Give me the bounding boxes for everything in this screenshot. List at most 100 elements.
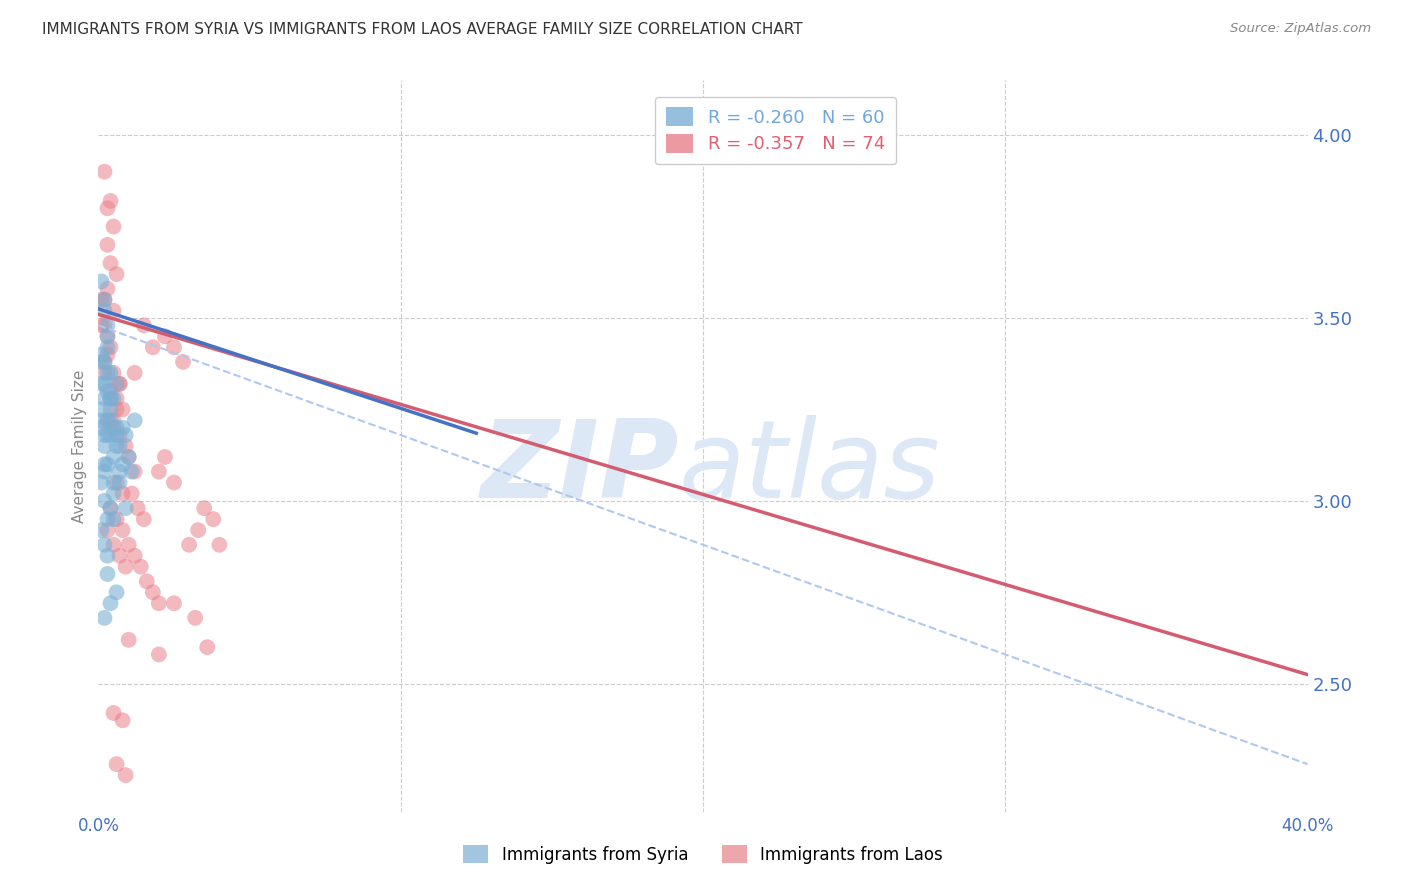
Point [100, 366, 122, 380]
Point [100, 384, 122, 399]
Point [96, 413, 118, 427]
Point [108, 465, 131, 479]
Point [96, 318, 118, 333]
Point [103, 475, 125, 490]
Point [172, 355, 194, 369]
Point [93, 465, 115, 479]
Point [100, 596, 122, 610]
Point [179, 538, 201, 552]
Point [96, 523, 118, 537]
Point [93, 303, 115, 318]
Point [163, 475, 186, 490]
Point [96, 348, 118, 362]
Point [90, 413, 112, 427]
Point [124, 366, 146, 380]
Point [96, 366, 118, 380]
Point [105, 757, 128, 772]
Point [103, 303, 125, 318]
Point [96, 237, 118, 252]
Point [132, 512, 155, 526]
Point [90, 421, 112, 435]
Point [184, 611, 207, 625]
Point [202, 512, 225, 526]
Point [148, 465, 170, 479]
Point [93, 376, 115, 391]
Point [153, 450, 176, 464]
Point [114, 768, 136, 782]
Y-axis label: Average Family Size: Average Family Size [72, 369, 87, 523]
Point [93, 366, 115, 380]
Point [90, 376, 112, 391]
Point [96, 329, 118, 343]
Point [103, 219, 125, 234]
Text: Source: ZipAtlas.com: Source: ZipAtlas.com [1230, 22, 1371, 36]
Point [96, 413, 118, 427]
Point [118, 450, 141, 464]
Point [208, 538, 231, 552]
Point [187, 523, 209, 537]
Point [108, 439, 131, 453]
Point [124, 413, 146, 427]
Point [96, 340, 118, 354]
Point [96, 428, 118, 442]
Point [100, 501, 122, 516]
Point [121, 486, 143, 500]
Point [103, 450, 125, 464]
Point [111, 523, 134, 537]
Point [193, 501, 215, 516]
Point [100, 392, 122, 406]
Legend: Immigrants from Syria, Immigrants from Laos: Immigrants from Syria, Immigrants from L… [457, 838, 949, 871]
Point [100, 413, 122, 427]
Point [100, 501, 122, 516]
Point [93, 538, 115, 552]
Point [105, 392, 128, 406]
Point [103, 392, 125, 406]
Point [163, 596, 186, 610]
Point [100, 402, 122, 417]
Point [127, 501, 149, 516]
Point [90, 355, 112, 369]
Point [93, 494, 115, 508]
Point [93, 392, 115, 406]
Point [111, 421, 134, 435]
Point [90, 318, 112, 333]
Point [108, 376, 131, 391]
Point [195, 640, 218, 655]
Point [100, 194, 122, 208]
Point [93, 428, 115, 442]
Point [105, 421, 128, 435]
Point [111, 402, 134, 417]
Legend: R = -0.260   N = 60, R = -0.357   N = 74: R = -0.260 N = 60, R = -0.357 N = 74 [655, 96, 896, 164]
Point [124, 549, 146, 563]
Point [124, 465, 146, 479]
Point [93, 355, 115, 369]
Point [90, 402, 112, 417]
Point [135, 574, 157, 589]
Point [105, 428, 128, 442]
Point [90, 475, 112, 490]
Point [148, 596, 170, 610]
Point [121, 465, 143, 479]
Point [100, 392, 122, 406]
Point [105, 402, 128, 417]
Point [93, 439, 115, 453]
Text: ZIP: ZIP [481, 415, 679, 521]
Point [142, 585, 165, 599]
Point [100, 340, 122, 354]
Point [114, 501, 136, 516]
Point [105, 267, 128, 281]
Text: IMMIGRANTS FROM SYRIA VS IMMIGRANTS FROM LAOS AVERAGE FAMILY SIZE CORRELATION CH: IMMIGRANTS FROM SYRIA VS IMMIGRANTS FROM… [42, 22, 803, 37]
Point [108, 475, 131, 490]
Point [100, 256, 122, 270]
Point [93, 457, 115, 471]
Point [103, 486, 125, 500]
Point [111, 457, 134, 471]
Point [100, 428, 122, 442]
Point [93, 293, 115, 307]
Point [93, 293, 115, 307]
Point [105, 512, 128, 526]
Point [100, 392, 122, 406]
Point [142, 340, 165, 354]
Point [90, 293, 112, 307]
Point [93, 611, 115, 625]
